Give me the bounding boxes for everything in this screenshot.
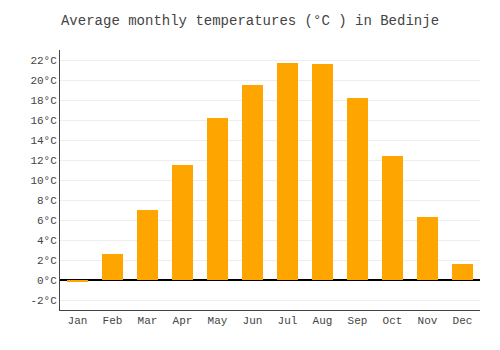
svg-text:Dec: Dec bbox=[453, 315, 473, 327]
svg-text:Aug: Aug bbox=[313, 315, 333, 327]
svg-text:Feb: Feb bbox=[103, 315, 123, 327]
svg-text:May: May bbox=[208, 315, 228, 327]
svg-text:Jun: Jun bbox=[243, 315, 263, 327]
svg-text:Mar: Mar bbox=[138, 315, 158, 327]
svg-text:6°C: 6°C bbox=[37, 215, 57, 227]
svg-text:8°C: 8°C bbox=[37, 195, 57, 207]
svg-text:16°C: 16°C bbox=[30, 115, 57, 127]
svg-text:Nov: Nov bbox=[418, 315, 438, 327]
svg-text:Apr: Apr bbox=[173, 315, 193, 327]
svg-text:10°C: 10°C bbox=[30, 175, 57, 187]
svg-text:18°C: 18°C bbox=[30, 95, 57, 107]
svg-text:20°C: 20°C bbox=[30, 75, 57, 87]
svg-text:Average monthly temperatures (: Average monthly temperatures (°C ) in Be… bbox=[61, 13, 439, 29]
svg-text:2°C: 2°C bbox=[37, 255, 57, 267]
svg-text:-2°C: -2°C bbox=[30, 295, 57, 307]
svg-text:Jul: Jul bbox=[278, 315, 298, 327]
svg-text:22°C: 22°C bbox=[30, 55, 57, 67]
svg-text:12°C: 12°C bbox=[30, 155, 57, 167]
svg-text:14°C: 14°C bbox=[30, 135, 57, 147]
svg-text:Sep: Sep bbox=[348, 315, 368, 327]
svg-text:0°C: 0°C bbox=[37, 275, 57, 287]
svg-text:Jan: Jan bbox=[68, 315, 88, 327]
svg-text:4°C: 4°C bbox=[37, 235, 57, 247]
svg-text:Oct: Oct bbox=[383, 315, 403, 327]
